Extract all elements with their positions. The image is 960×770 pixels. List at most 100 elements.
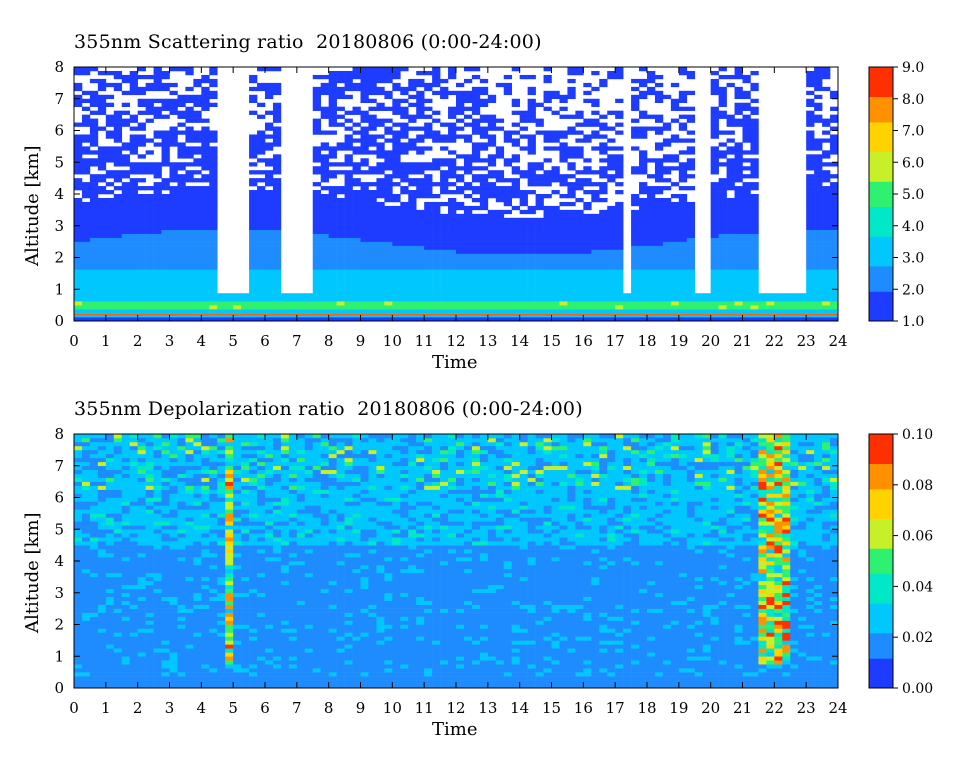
x-tick-label: 3 <box>165 332 175 350</box>
heatmap-cell <box>89 529 99 534</box>
heatmap-cell <box>567 293 576 298</box>
heatmap-cell <box>384 305 393 310</box>
heatmap-cell <box>169 493 178 498</box>
heatmap-cell <box>265 94 274 100</box>
heatmap-cell <box>495 297 505 302</box>
heatmap-cell <box>456 174 465 179</box>
heatmap-cell <box>177 249 186 254</box>
heatmap-cell <box>328 269 337 274</box>
heatmap-cell <box>615 67 624 72</box>
heatmap-cell <box>830 317 839 322</box>
heatmap-cell <box>177 273 186 278</box>
heatmap-cell <box>161 98 170 104</box>
heatmap-cell <box>161 461 170 467</box>
heatmap-cell <box>686 130 696 135</box>
heatmap-cell <box>336 142 345 147</box>
heatmap-cell <box>89 241 99 246</box>
heatmap-cell <box>137 632 146 637</box>
heatmap-cell <box>678 98 688 104</box>
heatmap-cell <box>344 197 353 203</box>
heatmap-cell <box>448 233 457 238</box>
heatmap-cell <box>97 434 107 439</box>
heatmap-cell <box>392 213 401 219</box>
heatmap-cell <box>137 154 146 159</box>
heatmap-cell <box>97 217 107 223</box>
heatmap-cell <box>185 194 194 199</box>
heatmap-cell <box>113 493 123 498</box>
heatmap-cell <box>209 213 218 219</box>
heatmap-cell <box>153 217 162 223</box>
heatmap-cell <box>742 229 751 234</box>
heatmap-cell <box>806 305 815 310</box>
heatmap-cell <box>495 209 505 215</box>
heatmap-cell <box>257 237 266 242</box>
heatmap-cell <box>591 70 600 76</box>
heatmap-cell <box>607 209 616 215</box>
heatmap-cell <box>830 217 839 223</box>
heatmap-cell <box>400 106 409 111</box>
heatmap-cell <box>503 209 513 215</box>
heatmap-cell <box>360 229 369 234</box>
heatmap-cell <box>209 281 218 286</box>
heatmap-cell <box>503 186 513 191</box>
heatmap-cell <box>209 249 218 254</box>
heatmap-cell <box>654 249 664 254</box>
heatmap-cell <box>113 676 123 681</box>
heatmap-cell <box>272 201 282 207</box>
heatmap-cell <box>471 253 481 258</box>
heatmap-cell <box>145 309 154 314</box>
heatmap-cell <box>639 186 648 191</box>
heatmap-cell <box>145 221 154 227</box>
heatmap-cell <box>814 229 823 234</box>
heatmap-cell <box>265 134 274 139</box>
heatmap-cell <box>209 150 218 155</box>
heatmap-cell <box>137 225 146 231</box>
heatmap-cell <box>583 305 592 310</box>
heatmap-cell <box>121 632 131 637</box>
heatmap-cell <box>249 138 258 143</box>
heatmap-cell <box>249 162 258 167</box>
heatmap-cell <box>400 67 409 72</box>
heatmap-cell <box>543 178 552 183</box>
heatmap-cell <box>519 201 528 207</box>
heatmap-cell <box>193 78 202 84</box>
heatmap-cell <box>479 221 489 227</box>
heatmap-cell <box>209 67 218 72</box>
heatmap-cell <box>726 178 735 183</box>
heatmap-cell <box>209 301 218 306</box>
heatmap-cell <box>424 297 433 302</box>
heatmap-cell <box>161 477 170 482</box>
heatmap-cell <box>639 233 648 238</box>
heatmap-cell <box>408 142 417 147</box>
heatmap-cell <box>145 229 154 234</box>
heatmap-cell <box>177 154 186 159</box>
heatmap-cell <box>344 305 353 310</box>
heatmap-cell <box>201 217 210 223</box>
heatmap-cell <box>225 317 234 322</box>
heatmap-cell <box>384 261 393 266</box>
heatmap-cell <box>479 186 489 191</box>
heatmap-cell <box>185 126 194 131</box>
heatmap-cell <box>503 130 513 135</box>
heatmap-cell <box>806 205 815 211</box>
heatmap-cell <box>742 241 751 246</box>
heatmap-cell <box>368 190 377 195</box>
heatmap-cell <box>822 217 831 223</box>
heatmap-cell <box>328 301 337 306</box>
heatmap-cell <box>408 233 417 238</box>
heatmap-cell <box>74 453 83 459</box>
heatmap-cell <box>567 229 576 234</box>
heatmap-cell <box>344 94 353 100</box>
heatmap-cell <box>81 596 91 601</box>
heatmap-cell <box>352 74 361 80</box>
heatmap-cell <box>535 297 544 302</box>
heatmap-cell <box>129 469 138 474</box>
heatmap-cell <box>105 82 115 88</box>
heatmap-cell <box>440 94 449 100</box>
heatmap-cell <box>830 197 839 203</box>
heatmap-cell <box>392 102 401 107</box>
heatmap-cell <box>89 162 99 167</box>
heatmap-cell <box>137 67 146 72</box>
heatmap-cell <box>137 652 146 657</box>
heatmap-cell <box>272 241 282 246</box>
